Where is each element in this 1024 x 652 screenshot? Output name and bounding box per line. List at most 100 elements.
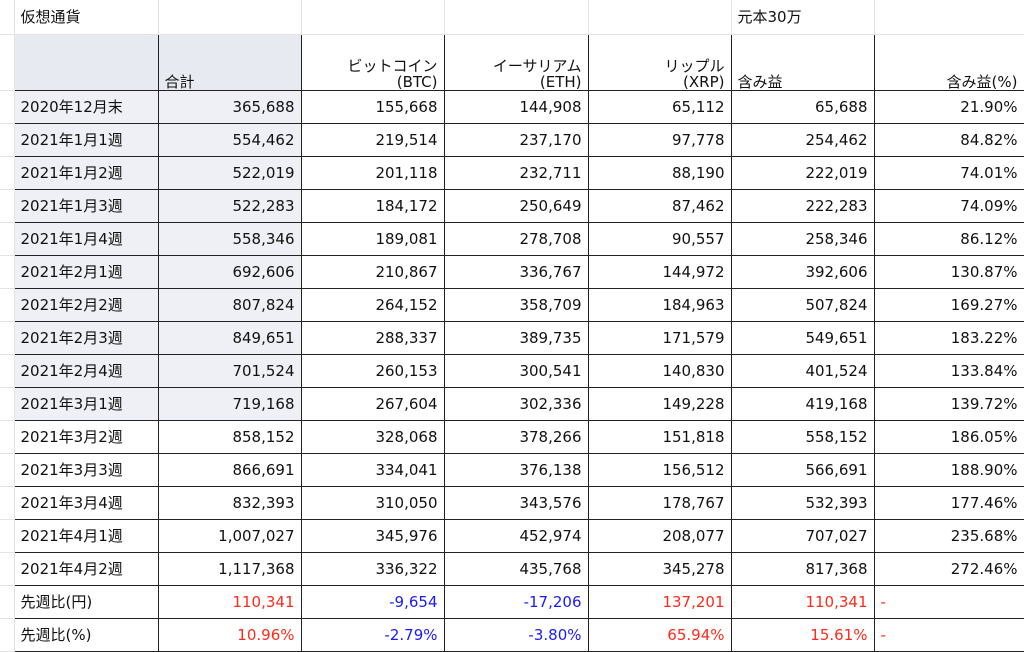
profit-cell[interactable]: 532,393 (730, 486, 875, 520)
profit-cell[interactable]: 254,462 (730, 123, 875, 157)
cell[interactable] (0, 123, 15, 157)
cell[interactable] (0, 585, 15, 619)
total-cell[interactable]: 849,651 (157, 321, 302, 355)
btc-cell[interactable]: 219,514 (300, 123, 445, 157)
eth-cell[interactable]: 358,709 (443, 288, 589, 322)
date-cell[interactable]: 2021年4月2週 (13, 552, 159, 586)
eth-cell[interactable]: 144,908 (443, 90, 589, 124)
date-cell[interactable]: 2021年1月4週 (13, 222, 159, 256)
principal-note[interactable]: 元本30万 (731, 0, 875, 35)
header-profit[interactable]: 含み益 (730, 34, 875, 91)
summary-eth-cell[interactable]: -17,206 (443, 585, 589, 619)
profit-cell[interactable]: 392,606 (730, 255, 875, 289)
btc-cell[interactable]: 264,152 (300, 288, 445, 322)
header-profit-pct[interactable]: 含み益(%) (873, 34, 1024, 91)
cell[interactable] (0, 189, 15, 223)
total-cell[interactable]: 1,117,368 (157, 552, 302, 586)
btc-cell[interactable]: 201,118 (300, 156, 445, 190)
eth-cell[interactable]: 278,708 (443, 222, 589, 256)
date-cell[interactable]: 2021年3月2週 (13, 420, 159, 454)
sheet-title[interactable]: 仮想通貨 (14, 0, 159, 35)
cell[interactable] (0, 354, 15, 388)
xrp-cell[interactable]: 178,767 (587, 486, 732, 520)
btc-cell[interactable]: 288,337 (300, 321, 445, 355)
date-cell[interactable]: 2021年2月2週 (13, 288, 159, 322)
profit-cell[interactable]: 258,346 (730, 222, 875, 256)
cell[interactable] (0, 34, 15, 91)
total-cell[interactable]: 832,393 (157, 486, 302, 520)
cell[interactable] (444, 0, 589, 35)
btc-cell[interactable]: 155,668 (300, 90, 445, 124)
total-cell[interactable]: 554,462 (157, 123, 302, 157)
btc-cell[interactable]: 189,081 (300, 222, 445, 256)
summary-profit-cell[interactable]: 110,341 (730, 585, 875, 619)
summary-label[interactable]: 先週比(%) (13, 618, 159, 652)
eth-cell[interactable]: 232,711 (443, 156, 589, 190)
date-cell[interactable]: 2021年2月1週 (13, 255, 159, 289)
cell[interactable] (301, 0, 445, 35)
cell[interactable] (0, 222, 15, 256)
header-total[interactable]: 合計 (157, 34, 302, 91)
profit-pct-cell[interactable]: 133.84% (873, 354, 1024, 388)
profit-pct-cell[interactable]: 188.90% (873, 453, 1024, 487)
profit-cell[interactable]: 817,368 (730, 552, 875, 586)
xrp-cell[interactable]: 184,963 (587, 288, 732, 322)
header-eth[interactable]: イーサリアム (ETH) (443, 34, 589, 91)
profit-cell[interactable]: 419,168 (730, 387, 875, 421)
btc-cell[interactable]: 328,068 (300, 420, 445, 454)
xrp-cell[interactable]: 345,278 (587, 552, 732, 586)
profit-cell[interactable]: 566,691 (730, 453, 875, 487)
total-cell[interactable]: 719,168 (157, 387, 302, 421)
profit-cell[interactable]: 401,524 (730, 354, 875, 388)
date-cell[interactable]: 2020年12月末 (13, 90, 159, 124)
eth-cell[interactable]: 343,576 (443, 486, 589, 520)
total-cell[interactable]: 866,691 (157, 453, 302, 487)
summary-xrp-cell[interactable]: 65.94% (587, 618, 732, 652)
cell[interactable] (0, 453, 15, 487)
profit-pct-cell[interactable]: 130.87% (873, 255, 1024, 289)
xrp-cell[interactable]: 171,579 (587, 321, 732, 355)
summary-btc-cell[interactable]: -2.79% (300, 618, 445, 652)
cell[interactable] (588, 0, 732, 35)
cell[interactable] (158, 0, 302, 35)
summary-pct-cell[interactable]: - (873, 585, 1024, 619)
cell[interactable] (0, 255, 15, 289)
btc-cell[interactable]: 210,867 (300, 255, 445, 289)
btc-cell[interactable]: 267,604 (300, 387, 445, 421)
cell[interactable] (0, 321, 15, 355)
date-cell[interactable]: 2021年2月3週 (13, 321, 159, 355)
xrp-cell[interactable]: 208,077 (587, 519, 732, 553)
date-cell[interactable]: 2021年3月4週 (13, 486, 159, 520)
profit-cell[interactable]: 65,688 (730, 90, 875, 124)
eth-cell[interactable]: 389,735 (443, 321, 589, 355)
xrp-cell[interactable]: 87,462 (587, 189, 732, 223)
profit-pct-cell[interactable]: 177.46% (873, 486, 1024, 520)
cell[interactable] (0, 288, 15, 322)
date-cell[interactable]: 2021年3月1週 (13, 387, 159, 421)
total-cell[interactable]: 807,824 (157, 288, 302, 322)
btc-cell[interactable]: 345,976 (300, 519, 445, 553)
profit-cell[interactable]: 507,824 (730, 288, 875, 322)
eth-cell[interactable]: 237,170 (443, 123, 589, 157)
cell[interactable] (0, 420, 15, 454)
profit-pct-cell[interactable]: 139.72% (873, 387, 1024, 421)
summary-eth-cell[interactable]: -3.80% (443, 618, 589, 652)
header-btc[interactable]: ビットコイン (BTC) (300, 34, 445, 91)
total-cell[interactable]: 701,524 (157, 354, 302, 388)
total-cell[interactable]: 522,019 (157, 156, 302, 190)
date-cell[interactable]: 2021年1月3週 (13, 189, 159, 223)
summary-pct-cell[interactable]: - (873, 618, 1024, 652)
profit-cell[interactable]: 222,019 (730, 156, 875, 190)
profit-pct-cell[interactable]: 86.12% (873, 222, 1024, 256)
total-cell[interactable]: 558,346 (157, 222, 302, 256)
summary-total-cell[interactable]: 10.96% (157, 618, 302, 652)
cell[interactable] (0, 486, 15, 520)
date-cell[interactable]: 2021年1月1週 (13, 123, 159, 157)
date-cell[interactable]: 2021年2月4週 (13, 354, 159, 388)
profit-pct-cell[interactable]: 235.68% (873, 519, 1024, 553)
cell[interactable] (874, 0, 1024, 35)
eth-cell[interactable]: 378,266 (443, 420, 589, 454)
total-cell[interactable]: 858,152 (157, 420, 302, 454)
date-cell[interactable]: 2021年1月2週 (13, 156, 159, 190)
xrp-cell[interactable]: 97,778 (587, 123, 732, 157)
